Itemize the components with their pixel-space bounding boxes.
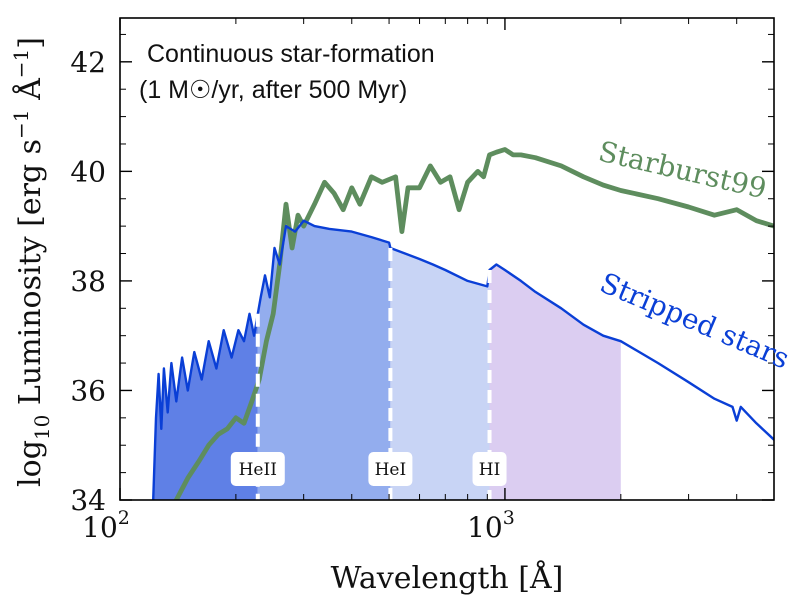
ionizing-regions: [150, 220, 621, 500]
edge-label-text: HeI: [375, 460, 407, 480]
series-lines: [152, 147, 774, 500]
region-HeII-ionizing: [150, 313, 258, 500]
x-tick-exponent: 3: [503, 507, 515, 529]
axis-ticks: [119, 18, 775, 501]
edge-label-box: [472, 452, 507, 486]
y-title-exp1: −1: [9, 109, 33, 138]
starburst99-label: Starburst99: [595, 135, 769, 206]
region-far-UV: [489, 264, 621, 500]
edge-label-hei: HeI: [368, 452, 413, 486]
plot-frame: [119, 17, 775, 501]
starburst99-line: [173, 147, 774, 500]
edge-label-text: HI: [479, 460, 501, 480]
y-title-log: log: [13, 440, 48, 487]
y-title-rest: Luminosity [erg s: [13, 139, 48, 415]
y-title-sub: 10: [30, 415, 54, 440]
region-HI-ionizing: [390, 248, 490, 500]
x-tick-exponent: 2: [118, 507, 130, 529]
y-title-close: ]: [13, 37, 48, 49]
y-title-unit: Å: [12, 78, 48, 110]
y-tick-label: 40: [70, 155, 106, 188]
ionization-edges: HeII HeI HI: [230, 248, 507, 500]
x-axis-title: Wavelength [Å]: [331, 560, 564, 596]
edge-label-box: [368, 452, 413, 486]
y-tick-label: 36: [70, 374, 106, 407]
annotation-line1: Continuous star-formation: [147, 40, 435, 68]
x-tick-label: 102: [82, 507, 130, 544]
edge-label-heii: HeII: [230, 452, 285, 486]
y-tick-label: 38: [70, 265, 106, 298]
stripped-stars-label: Stripped stars: [595, 266, 789, 375]
y-axis-title: log10 Luminosity [erg s−1 Å−1]: [9, 37, 54, 487]
edge-label-text: HeII: [239, 460, 277, 480]
annotation-line2: (1 M☉/yr, after 500 Myr): [139, 76, 407, 104]
y-tick-label: 34: [70, 484, 106, 517]
y-tick-label: 42: [70, 46, 106, 79]
x-tick-label: 103: [467, 507, 515, 544]
edge-label-box: [230, 452, 285, 486]
y-title-exp2: −1: [9, 49, 33, 78]
stripped-stars-line: [152, 219, 774, 500]
edge-label-hi: HI: [472, 452, 507, 486]
region-HeI-ionizing: [257, 220, 391, 500]
